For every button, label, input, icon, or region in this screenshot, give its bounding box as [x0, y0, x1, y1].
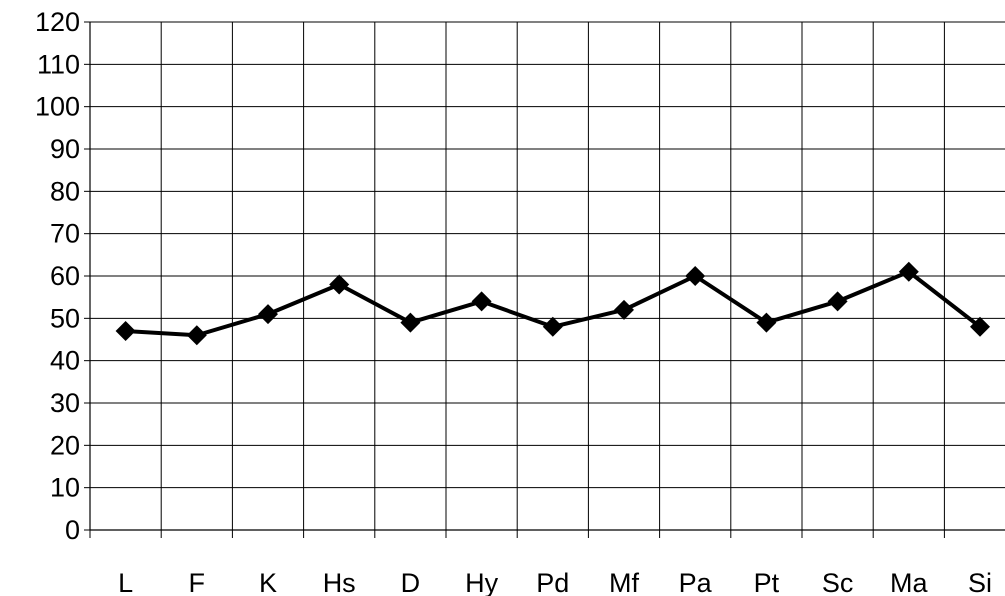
y-tick-label: 120 [35, 7, 80, 37]
y-tick-label: 30 [50, 388, 80, 418]
data-point-Pt [756, 312, 777, 333]
data-point-Si [970, 316, 990, 337]
x-tick-label: D [401, 568, 421, 596]
x-tick-label: Hs [323, 568, 356, 596]
y-tick-label: 60 [50, 261, 80, 291]
x-tick-label: L [118, 568, 133, 596]
data-point-Mf [614, 299, 634, 320]
y-tick-label: 100 [35, 92, 80, 122]
x-tick-label: Ma [890, 568, 928, 596]
x-tick-label: F [189, 568, 206, 596]
x-tick-label: Pa [679, 568, 713, 596]
data-point-Pa [685, 266, 706, 286]
data-point-Sc [827, 291, 848, 312]
y-tick-label: 70 [50, 219, 80, 249]
gridlines [90, 21, 1005, 530]
data-point-K [258, 304, 278, 325]
x-tick-label: Sc [822, 568, 854, 596]
y-tick-label: 50 [50, 303, 80, 333]
x-tick-labels: L F K Hs D Hy Pd Mf Pa Pt Sc Ma Si [118, 568, 992, 596]
x-tick-label: K [259, 568, 277, 596]
data-point-Ma [898, 261, 919, 282]
x-tick-label: Mf [609, 568, 639, 596]
x-tick-label: Si [968, 568, 992, 596]
x-tick-label: Hy [465, 568, 498, 596]
data-point-F [186, 325, 207, 346]
y-tick-label: 0 [65, 515, 80, 545]
x-tick-label: Pd [536, 568, 569, 596]
y-tick-label: 110 [37, 49, 80, 79]
series [115, 261, 990, 346]
data-point-Hy [471, 291, 492, 312]
y-tick-label: 40 [50, 346, 80, 376]
y-tick-label: 10 [50, 473, 80, 503]
axes [84, 21, 1005, 538]
y-tick-labels: 0 10 20 30 40 50 60 70 80 90 100 110 120 [35, 7, 80, 545]
y-tick-label: 90 [50, 134, 80, 164]
data-point-L [115, 321, 136, 342]
y-tick-label: 20 [50, 430, 80, 460]
x-tick-label: Pt [754, 568, 780, 596]
data-point-Pd [542, 316, 563, 337]
data-point-Hs [329, 274, 350, 295]
data-point-D [400, 312, 421, 333]
y-tick-label: 80 [50, 176, 80, 206]
